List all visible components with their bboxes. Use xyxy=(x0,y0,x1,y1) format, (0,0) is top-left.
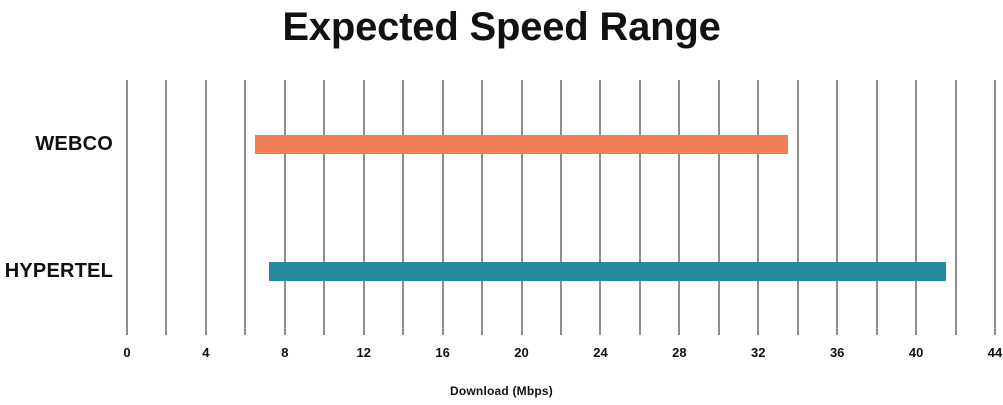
x-tick-label: 8 xyxy=(281,345,289,360)
gridline xyxy=(204,80,207,335)
gridline xyxy=(362,80,365,335)
x-tick-label: 4 xyxy=(202,345,210,360)
gridline xyxy=(757,80,760,335)
gridline xyxy=(678,80,681,335)
plot-area xyxy=(126,80,996,335)
x-axis-title: Download (Mbps) xyxy=(450,384,553,398)
x-tick-label: 40 xyxy=(908,345,924,360)
gridline xyxy=(126,80,128,335)
range-bar-webco[interactable] xyxy=(255,134,788,154)
gridline xyxy=(717,80,720,335)
gridline xyxy=(165,80,168,335)
category-label-hypertel: HYPERTEL xyxy=(4,260,113,283)
gridline xyxy=(915,80,918,335)
category-label-webco: WEBCO xyxy=(35,132,113,155)
x-tick-label: 16 xyxy=(435,345,450,360)
gridline xyxy=(599,80,602,335)
x-tick-label: 12 xyxy=(356,345,371,360)
x-tick-label: 28 xyxy=(672,345,687,360)
gridline xyxy=(560,80,562,335)
gridline xyxy=(283,80,286,335)
gridline xyxy=(441,80,444,335)
gridline xyxy=(836,80,839,335)
gridline xyxy=(481,80,484,335)
gridline xyxy=(954,80,957,335)
chart-title: Expected Speed Range xyxy=(282,5,721,49)
gridline xyxy=(520,80,523,335)
x-tick-label: 0 xyxy=(123,345,131,360)
gridline xyxy=(875,80,878,335)
x-tick-label: 24 xyxy=(593,345,608,360)
gridline xyxy=(796,80,799,335)
gridline xyxy=(402,80,405,335)
gridline xyxy=(323,80,326,335)
range-bar-hypertel[interactable] xyxy=(269,262,946,282)
gridline xyxy=(244,80,247,335)
gridline xyxy=(638,80,641,335)
x-tick-label: 44 xyxy=(987,345,1003,360)
x-tick-label: 32 xyxy=(751,345,766,360)
gridline xyxy=(994,80,996,335)
x-tick-label: 20 xyxy=(514,345,529,360)
x-tick-label: 36 xyxy=(829,345,845,360)
